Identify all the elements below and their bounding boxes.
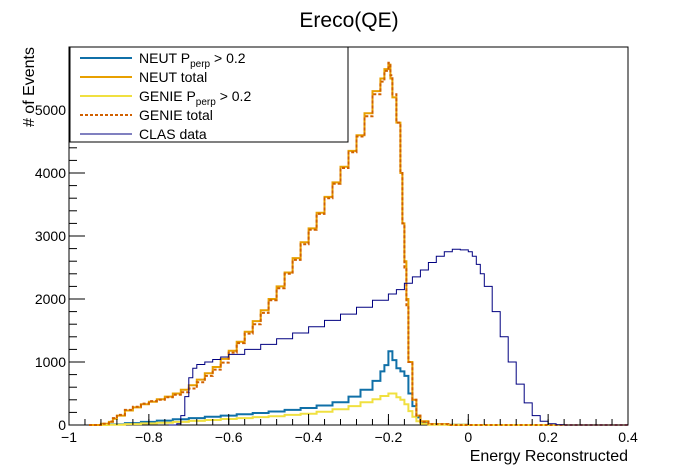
x-tick-label: −0.8 [135, 429, 163, 445]
x-tick-label: −0.4 [295, 429, 323, 445]
y-tick-label: 3000 [35, 228, 66, 244]
y-axis-label: # of Events [21, 47, 38, 127]
y-tick-label: 1000 [35, 354, 66, 370]
legend-label: GENIE total [139, 107, 213, 123]
series-line-3 [89, 61, 628, 426]
y-tick-label: 5000 [35, 102, 66, 118]
series-layer [89, 61, 628, 426]
y-tick-label: 0 [58, 417, 66, 433]
legend-label: NEUT Pperp > 0.2 [139, 50, 246, 70]
x-tick-label: 0.4 [618, 429, 638, 445]
x-tick-label: 0 [464, 429, 472, 445]
x-tick-label: −1 [61, 429, 77, 445]
y-tick-label: 4000 [35, 165, 66, 181]
legend-label: GENIE Pperp > 0.2 [139, 88, 251, 108]
series-line-4 [168, 248, 628, 426]
x-axis: −1 −0.8 −0.6 −0.4 −0.2 0 0.2 0.4 [61, 414, 638, 445]
x-tick-label: 0.2 [538, 429, 558, 445]
x-tick-label: −0.2 [375, 429, 403, 445]
legend-label: CLAS data [139, 126, 207, 142]
series-line-0 [100, 350, 628, 426]
y-tick-label: 2000 [35, 291, 66, 307]
x-axis-label: Energy Reconstructed [470, 448, 628, 465]
series-line-1 [89, 63, 628, 426]
legend-label: NEUT total [139, 69, 207, 85]
x-tick-label: −0.6 [215, 429, 243, 445]
y-axis: 0 1000 2000 3000 4000 5000 [35, 46, 85, 433]
legend-box [69, 46, 349, 143]
chart-title: Ereco(QE) [299, 9, 398, 32]
series-line-2 [100, 392, 628, 426]
